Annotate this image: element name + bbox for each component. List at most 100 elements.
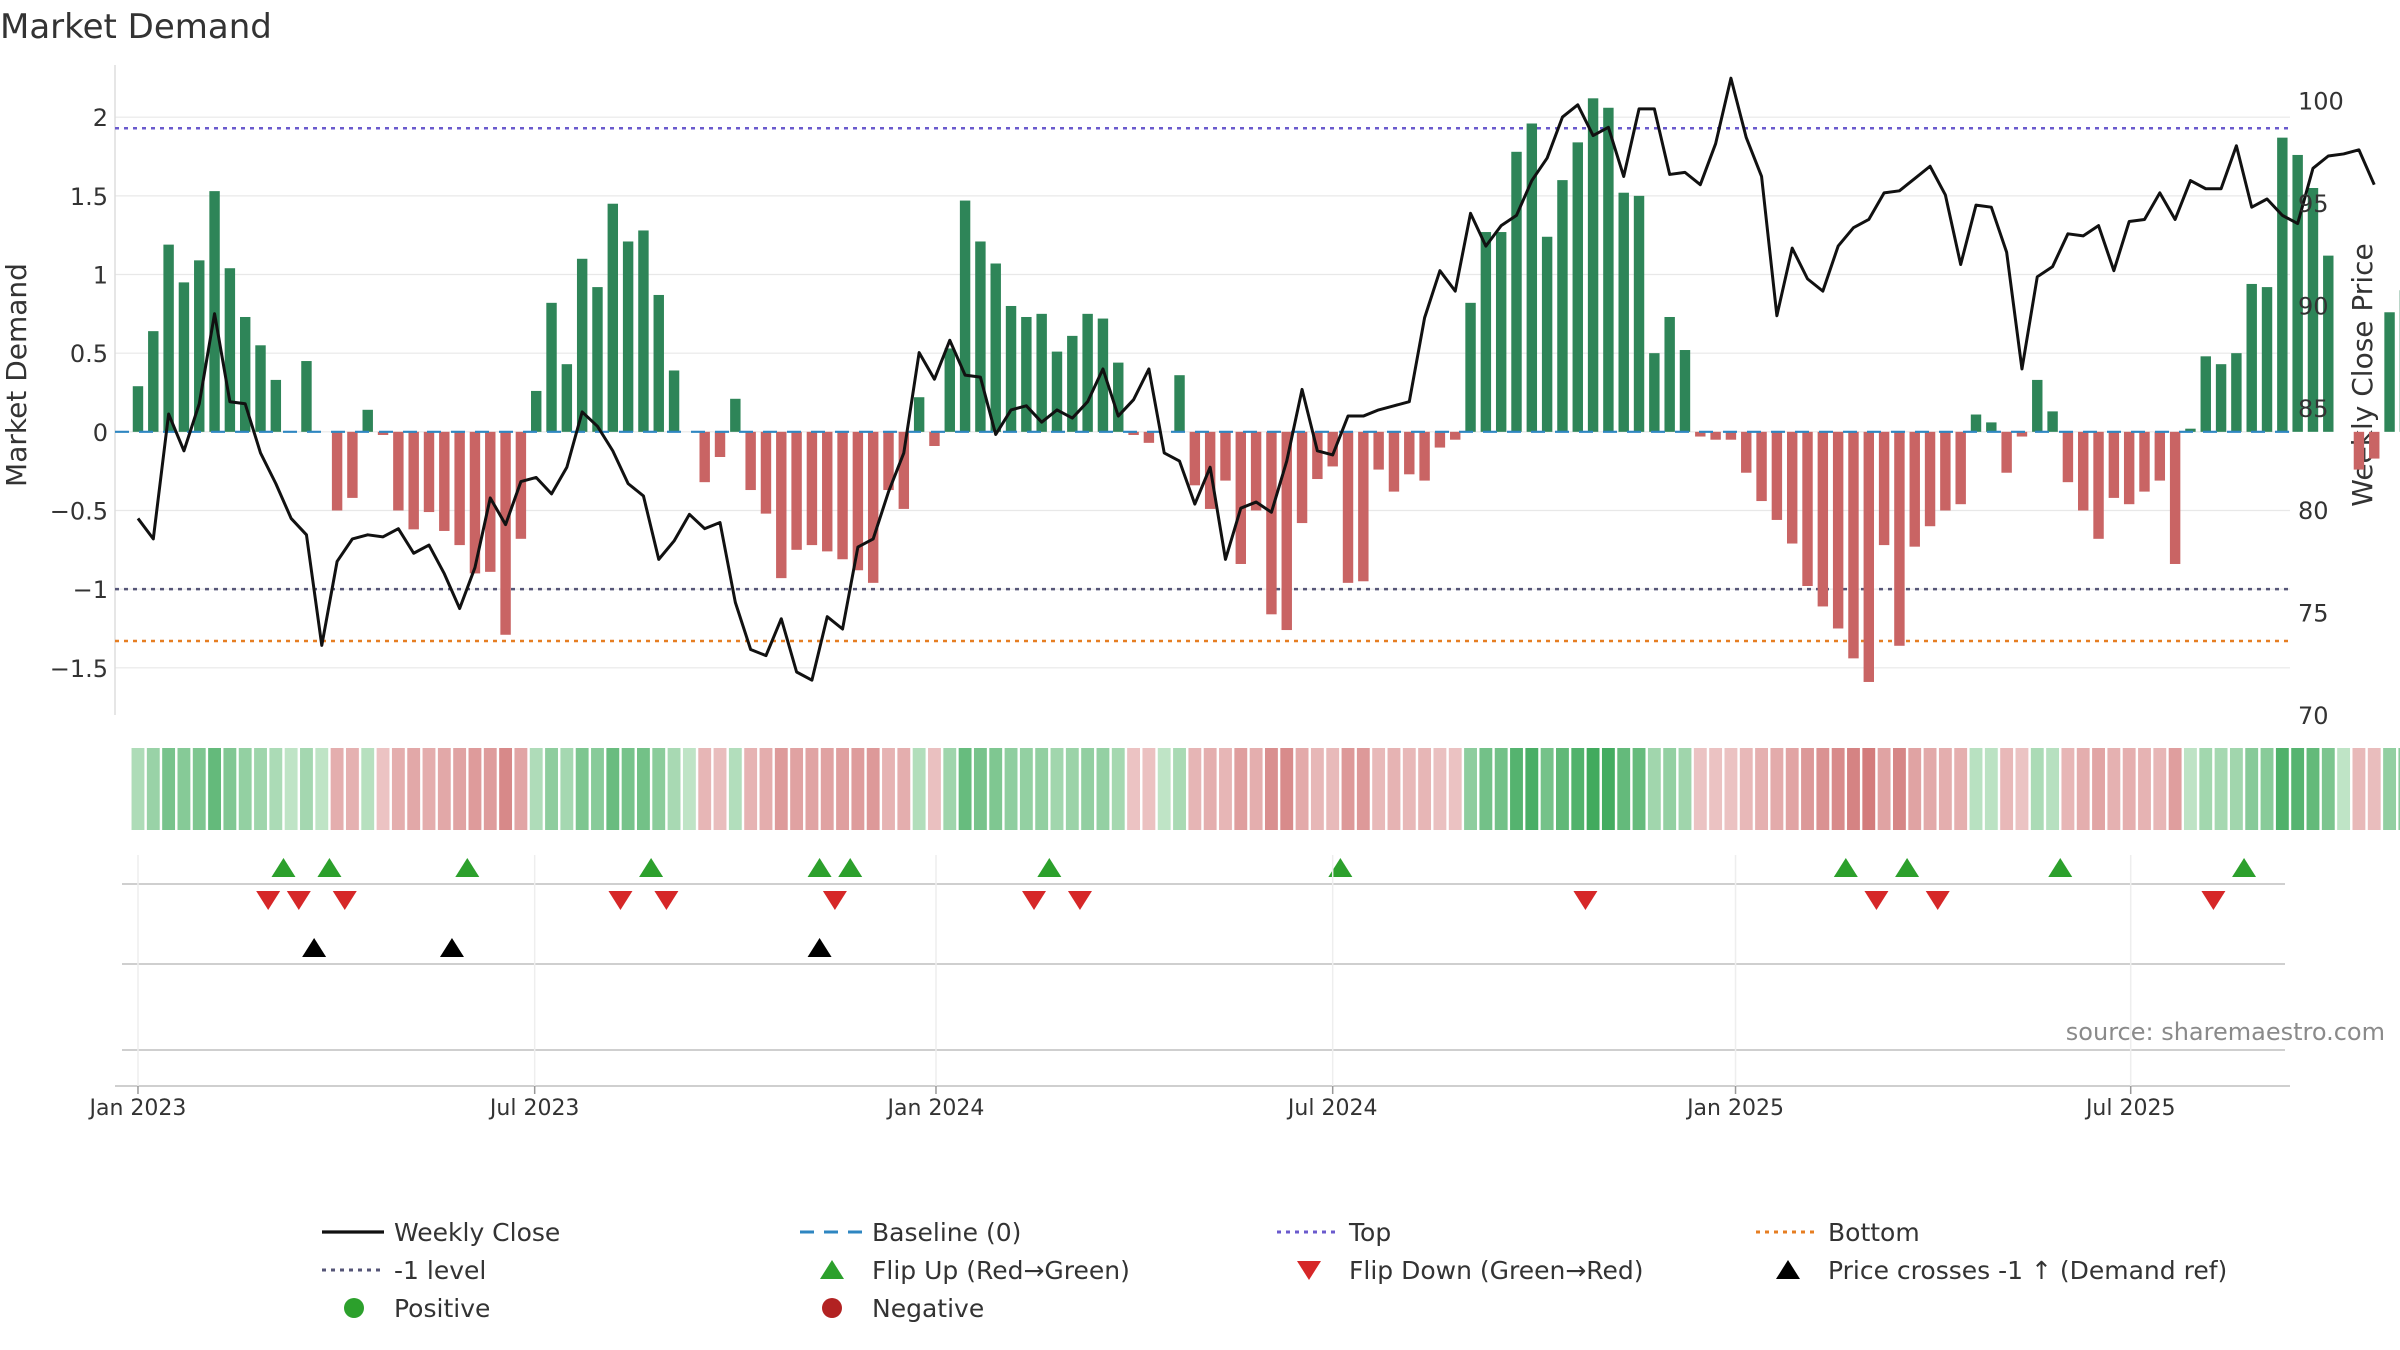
heat-cell (2153, 748, 2167, 830)
demand-bar (975, 241, 986, 432)
heat-cell (2076, 748, 2090, 830)
demand-bar (2108, 431, 2120, 498)
demand-bar (622, 241, 634, 432)
demand-bar (944, 348, 955, 432)
heat-cell (300, 748, 313, 830)
demand-bar (454, 431, 465, 546)
heat-cell (2168, 748, 2182, 830)
x-tick-label: Jul 2023 (488, 1096, 580, 1121)
demand-bar (1511, 151, 1522, 432)
demand-bar (2001, 431, 2012, 473)
left-tick-label: 0.5 (70, 340, 108, 368)
heat-cell (2138, 748, 2151, 830)
demand-bar (1327, 431, 1338, 467)
heat-cell (177, 748, 191, 830)
demand-bar (699, 431, 710, 483)
heat-cell (866, 748, 880, 830)
heat-cell (1847, 748, 1860, 830)
heat-cell (2229, 748, 2243, 830)
heat-cell (1632, 748, 1646, 830)
demand-bar (1312, 431, 1323, 480)
heat-cell (897, 748, 911, 830)
heat-cell (2184, 748, 2197, 830)
event-markers (256, 858, 2257, 957)
demand-bar (1986, 422, 1997, 432)
demand-bar (1067, 335, 1078, 432)
heat-cell (1111, 748, 1125, 830)
demand-bar (913, 397, 925, 432)
demand-bar (1526, 123, 1538, 432)
heat-cell (1693, 748, 1707, 830)
demand-bar (1786, 431, 1798, 544)
demand-bar (439, 431, 450, 531)
heat-cell (223, 748, 237, 830)
heat-cell (2337, 748, 2351, 830)
price-layer (136, 76, 2376, 682)
heat-cell (1310, 748, 1324, 830)
heat-cell (1433, 748, 1447, 830)
heat-cell (713, 748, 727, 830)
heat-cell (1892, 748, 1906, 830)
heat-cell (254, 748, 267, 830)
heat-cell (1065, 748, 1079, 830)
heat-cell (1356, 748, 1370, 830)
source-note: source: sharemaestro.com (2066, 1018, 2385, 1046)
demand-bar (500, 431, 511, 635)
legend-triangle-down-icon (1297, 1261, 1321, 1280)
price-cross-marker (807, 938, 832, 957)
heat-cell (836, 748, 849, 830)
heat-cell (1019, 748, 1033, 830)
heat-cell (2030, 748, 2044, 830)
heat-cell (1678, 748, 1692, 830)
heat-cell (1709, 748, 1723, 830)
demand-bar (730, 398, 741, 432)
demand-bar (1495, 232, 1507, 432)
heat-cell (1203, 748, 1217, 830)
left-gridlines (114, 65, 2290, 715)
heat-cell (545, 748, 558, 830)
demand-bar (148, 331, 159, 432)
weekly-close-line (136, 76, 2376, 682)
heat-cell (989, 748, 1003, 830)
left-tick-label: −1.5 (50, 655, 108, 683)
flip-up-marker (271, 858, 296, 877)
legend-label: Weekly Close (394, 1218, 560, 1247)
demand-bar (1358, 431, 1369, 582)
demand-bar (2139, 431, 2150, 492)
legend-dot-icon (344, 1298, 364, 1318)
demand-bar (561, 364, 573, 432)
left-axis-label: Market Demand (0, 263, 33, 487)
heat-cell (1954, 748, 1968, 830)
heat-cell (1326, 748, 1340, 830)
heat-cell (2260, 748, 2274, 830)
heat-cell (315, 748, 329, 830)
left-axis-ticks: 2 1.5 1 0.5 0 −0.5 −1 −1.5 (50, 104, 108, 683)
demand-bar (2353, 431, 2365, 470)
heat-cell (973, 748, 987, 830)
heat-cell (2291, 748, 2305, 830)
demand-bar (2016, 431, 2028, 437)
demand-bar (1281, 431, 1292, 631)
demand-bar (2047, 411, 2058, 432)
heat-cell (1494, 748, 1508, 830)
heat-cell (790, 748, 804, 830)
right-tick-label: 75 (2298, 600, 2329, 628)
right-tick-label: 70 (2298, 702, 2329, 730)
demand-bar (2307, 187, 2319, 432)
heat-cell (774, 748, 788, 830)
demand-bar (1832, 431, 1844, 629)
heat-cell (1663, 748, 1677, 830)
heat-cell (606, 748, 620, 830)
demand-bar (1235, 431, 1246, 564)
demand-bar (776, 431, 787, 579)
heat-cell (208, 748, 221, 830)
heat-cell (1464, 748, 1477, 830)
heat-cell (882, 748, 895, 830)
right-tick-label: 85 (2298, 395, 2329, 423)
legend-label: Price crosses -1 ↑ (Demand ref) (1828, 1256, 2227, 1285)
heat-cell (744, 748, 758, 830)
heat-cell (652, 748, 666, 830)
heat-cell (637, 748, 650, 830)
flip-up-marker (317, 858, 342, 877)
